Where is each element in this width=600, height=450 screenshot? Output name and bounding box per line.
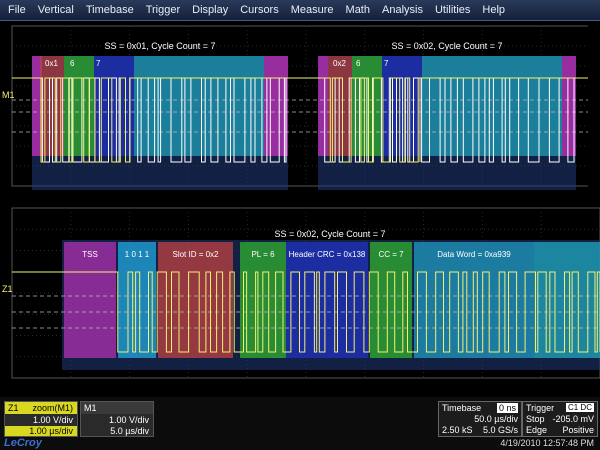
menu-item-vertical[interactable]: Vertical bbox=[37, 4, 74, 16]
bottom-field-5 bbox=[370, 242, 412, 358]
bottom-field-1 bbox=[118, 242, 156, 358]
bottom-field-label-4: Header CRC = 0x138 bbox=[289, 250, 366, 259]
bottom-field-6 bbox=[414, 242, 534, 358]
menu-bar: File Vertical Timebase Trigger Display Cursor… bbox=[0, 0, 600, 21]
frame-2-title: SS = 0x02, Cycle Count = 7 bbox=[391, 41, 502, 51]
m1-badge: M1 bbox=[84, 403, 97, 413]
frame-1-label-0: 0x1 bbox=[45, 59, 58, 68]
trigger-level: -205.0 mV bbox=[552, 414, 594, 424]
frame-2-label-1: 6 bbox=[356, 59, 361, 68]
menu-item-display[interactable]: Display bbox=[192, 4, 229, 16]
menu-item-measure[interactable]: Measure bbox=[290, 4, 334, 16]
menu-item-analysis[interactable]: Analysis bbox=[382, 4, 423, 16]
z1-name: zoom(M1) bbox=[32, 403, 73, 413]
menu-item-utilities[interactable]: Utilities bbox=[434, 4, 471, 16]
bottom-field-label-6: Data Word = 0xa939 bbox=[437, 250, 511, 259]
bottom-field-label-3: PL = 6 bbox=[251, 250, 275, 259]
menu-item-timebase[interactable]: Timebase bbox=[85, 4, 134, 16]
menu-item-help[interactable]: Help bbox=[482, 4, 506, 16]
z1-descriptor-header: Z1 zoom(M1) bbox=[5, 402, 77, 414]
menu-item-trigger[interactable]: Trigger bbox=[145, 4, 181, 16]
bottom-frame-title: SS = 0x02, Cycle Count = 7 bbox=[274, 229, 385, 239]
trigger-label: Trigger bbox=[526, 403, 555, 413]
bottom-field-label-1: 1 0 1 1 bbox=[125, 250, 150, 259]
top-waveform-grid: SS = 0x01, Cycle Count = 7 SS = 0x02, Cy… bbox=[2, 25, 588, 190]
m1-descriptor-header: M1 bbox=[81, 402, 153, 414]
m1-vdiv: 1.00 V/div bbox=[108, 415, 149, 425]
timebase-tdiv: 50.0 µs/div bbox=[474, 414, 518, 424]
timestamp: 4/19/2010 12:57:48 PM bbox=[500, 438, 594, 448]
status-bar: Z1 zoom(M1) 1.00 V/div 1.00 µs/div M1 1.… bbox=[0, 397, 600, 450]
z1-descriptor[interactable]: Z1 zoom(M1) 1.00 V/div 1.00 µs/div bbox=[4, 401, 78, 437]
m1-tdiv: 5.0 µs/div bbox=[110, 426, 149, 436]
bottom-field-label-5: CC = 7 bbox=[378, 250, 404, 259]
frame-1-label-2: 7 bbox=[96, 59, 101, 68]
trigger-slope: Positive bbox=[562, 425, 594, 435]
frame-2-label-2: 7 bbox=[384, 59, 389, 68]
frame-1-label-1: 6 bbox=[70, 59, 75, 68]
menu-item-cursors[interactable]: Cursors bbox=[240, 4, 279, 16]
bottom-field-4 bbox=[286, 242, 368, 358]
trigger-badge: C1 DC bbox=[565, 403, 594, 412]
bottom-field-label-2: Slot ID = 0x2 bbox=[172, 250, 219, 259]
m1-descriptor[interactable]: M1 1.00 V/div 5.0 µs/div bbox=[80, 401, 154, 437]
z1-tdiv: 1.00 µs/div bbox=[5, 426, 77, 436]
bottom-field-2 bbox=[158, 242, 233, 358]
bottom-waveform-grid: SS = 0x02, Cycle Count = 7 TSS 1 0 1 1 Slo… bbox=[2, 207, 600, 379]
frame-1-title: SS = 0x01, Cycle Count = 7 bbox=[104, 41, 215, 51]
menu-item-math[interactable]: Math bbox=[345, 4, 370, 16]
timebase-rate: 5.0 GS/s bbox=[482, 425, 518, 435]
menu-item-file[interactable]: File bbox=[8, 4, 26, 16]
z1-vdiv: 1.00 V/div bbox=[32, 415, 73, 425]
z1-channel-label: Z1 bbox=[2, 284, 13, 294]
m1-channel-label: M1 bbox=[2, 90, 15, 100]
bottom-field-0 bbox=[64, 242, 116, 358]
timebase-samples: 2.50 kS bbox=[442, 425, 473, 435]
trigger-mode: Stop bbox=[526, 414, 545, 424]
trigger-type: Edge bbox=[526, 425, 548, 435]
bottom-field-label-0: TSS bbox=[82, 250, 98, 259]
timebase-delay: 0 ns bbox=[496, 403, 518, 413]
frame-2-label-0: 0x2 bbox=[333, 59, 346, 68]
timebase-label: Timebase bbox=[442, 403, 482, 413]
timebase-descriptor[interactable]: Timebase 0 ns 50.0 µs/div 2.50 kS 5.0 GS… bbox=[438, 401, 522, 437]
z1-badge: Z1 bbox=[8, 403, 19, 413]
trigger-descriptor[interactable]: Trigger C1 DC Stop -205.0 mV Edge Positi… bbox=[522, 401, 598, 437]
brand-logo: LeCroy bbox=[4, 437, 42, 449]
